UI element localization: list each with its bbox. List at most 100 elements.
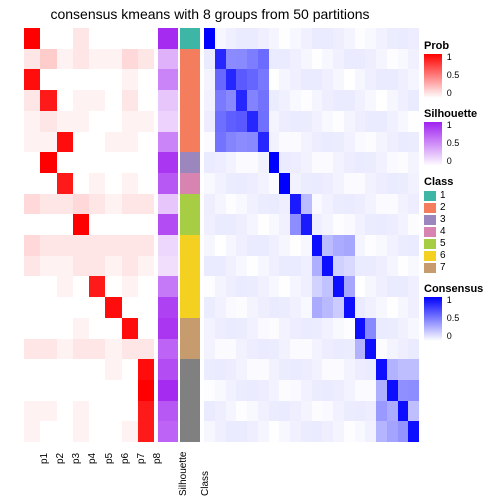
prob-col-p1 xyxy=(24,28,40,442)
cons-cell xyxy=(365,380,376,401)
cons-cell xyxy=(236,214,247,235)
cons-cell xyxy=(355,49,366,70)
prob-cell xyxy=(138,152,154,173)
cons-cell xyxy=(258,111,269,132)
prob-cell xyxy=(122,339,138,360)
prob-cell xyxy=(40,421,56,442)
prob-cell xyxy=(138,111,154,132)
cons-cell xyxy=(376,49,387,70)
prob-cell xyxy=(57,256,73,277)
prob-cell xyxy=(73,69,89,90)
cons-cell xyxy=(408,359,419,380)
cons-cell xyxy=(344,90,355,111)
cons-cell xyxy=(333,276,344,297)
cons-cell xyxy=(247,359,258,380)
prob-cell xyxy=(57,297,73,318)
cons-cell xyxy=(408,318,419,339)
cons-cell xyxy=(365,359,376,380)
cons-cell xyxy=(301,49,312,70)
cons-cell xyxy=(269,132,280,153)
cons-cell xyxy=(398,235,409,256)
class-swatch-icon xyxy=(424,251,436,261)
cons-cell xyxy=(258,152,269,173)
cons-cell xyxy=(226,359,237,380)
prob-cell xyxy=(105,421,121,442)
prob-cell xyxy=(40,173,56,194)
legend-cons-title: Consensus xyxy=(424,283,502,295)
cons-cell xyxy=(333,297,344,318)
silhouette-cell xyxy=(158,297,178,318)
cons-cell xyxy=(290,339,301,360)
cons-cell xyxy=(215,359,226,380)
cons-cell xyxy=(333,421,344,442)
cons-cell xyxy=(365,297,376,318)
prob-cell xyxy=(57,194,73,215)
cons-cell xyxy=(204,90,215,111)
cons-cell xyxy=(312,359,323,380)
xlabel-p3: p3 xyxy=(71,453,82,464)
prob-cell xyxy=(24,69,40,90)
cons-cell xyxy=(269,28,280,49)
cons-cell xyxy=(398,194,409,215)
cons-col xyxy=(376,28,387,442)
legend-class-title: Class xyxy=(424,176,502,188)
legend-tick: 0.5 xyxy=(447,138,460,148)
prob-cell xyxy=(73,297,89,318)
legend-prob-body: 10.50 xyxy=(424,54,502,98)
class-swatch-icon xyxy=(424,203,436,213)
cons-cell xyxy=(247,194,258,215)
cons-cell xyxy=(333,359,344,380)
prob-cell xyxy=(89,194,105,215)
cons-cell xyxy=(279,49,290,70)
cons-cell xyxy=(290,173,301,194)
cons-cell xyxy=(408,49,419,70)
cons-cell xyxy=(398,359,409,380)
cons-cell xyxy=(236,401,247,422)
cons-cell xyxy=(333,235,344,256)
prob-cell xyxy=(105,28,121,49)
cons-cell xyxy=(279,235,290,256)
prob-cell xyxy=(105,194,121,215)
silhouette-cell xyxy=(158,359,178,380)
silhouette-column xyxy=(158,28,178,442)
cons-cell xyxy=(290,111,301,132)
cons-cell xyxy=(290,90,301,111)
cons-cell xyxy=(376,111,387,132)
prob-cell xyxy=(122,152,138,173)
prob-cell xyxy=(73,49,89,70)
cons-cell xyxy=(301,173,312,194)
legend-prob-gradient xyxy=(424,54,442,98)
cons-cell xyxy=(269,49,280,70)
cons-cell xyxy=(355,69,366,90)
prob-cell xyxy=(89,49,105,70)
prob-cell xyxy=(73,421,89,442)
prob-cell xyxy=(122,401,138,422)
cons-cell xyxy=(258,49,269,70)
silhouette-cell xyxy=(158,28,178,49)
prob-cell xyxy=(105,173,121,194)
cons-cell xyxy=(290,214,301,235)
cons-cell xyxy=(247,90,258,111)
cons-cell xyxy=(215,49,226,70)
cons-cell xyxy=(226,194,237,215)
cons-cell xyxy=(226,132,237,153)
cons-cell xyxy=(355,132,366,153)
prob-cell xyxy=(24,132,40,153)
prob-cell xyxy=(105,380,121,401)
cons-cell xyxy=(269,152,280,173)
cons-cell xyxy=(333,111,344,132)
prob-cell xyxy=(138,214,154,235)
cons-cell xyxy=(376,421,387,442)
cons-cell xyxy=(215,214,226,235)
cons-cell xyxy=(258,339,269,360)
prob-cell xyxy=(89,297,105,318)
cons-cell xyxy=(226,318,237,339)
class-cell xyxy=(180,318,200,339)
cons-cell xyxy=(344,194,355,215)
cons-cell xyxy=(279,111,290,132)
cons-cell xyxy=(236,256,247,277)
cons-col xyxy=(365,28,376,442)
cons-cell xyxy=(355,339,366,360)
cons-cell xyxy=(269,235,280,256)
cons-cell xyxy=(279,152,290,173)
